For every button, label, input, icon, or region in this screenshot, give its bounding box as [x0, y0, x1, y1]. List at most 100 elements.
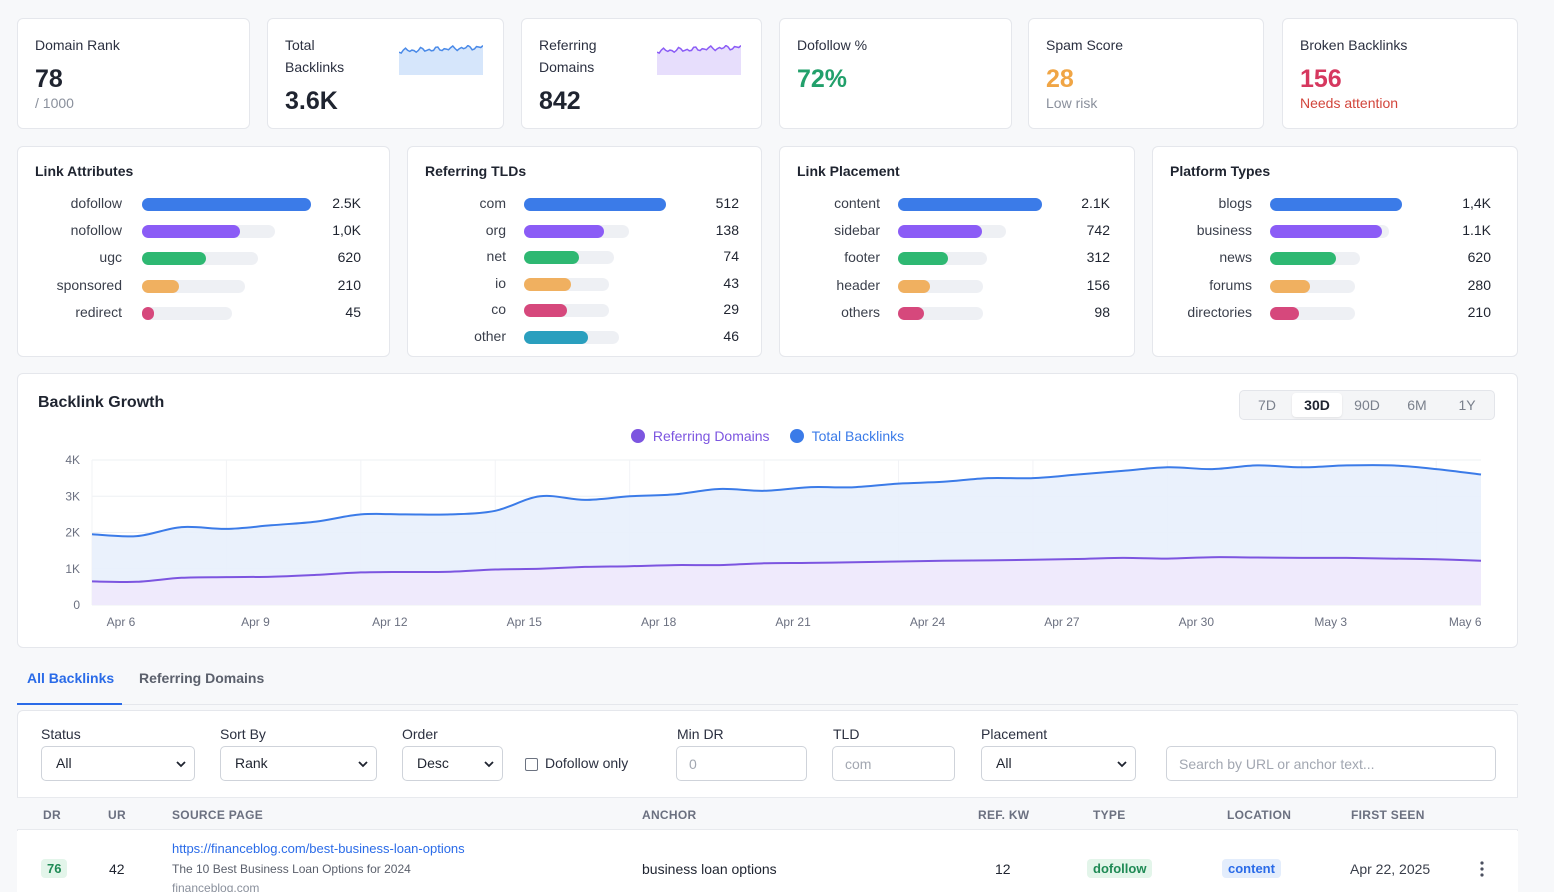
dofollow-percent-value: 72% [797, 65, 848, 93]
chevron-down-icon [484, 761, 494, 768]
domain-rank-label: Domain Rank [35, 37, 120, 53]
col-ref-kw[interactable]: REF. KW [978, 808, 1030, 822]
distribution-label: co [491, 301, 506, 318]
distribution-value: 43 [723, 274, 739, 291]
distribution-label: other [474, 328, 506, 344]
link-attributes-card: Link Attributes dofollow 2.5K nofollow 1,0K u… [17, 146, 390, 357]
min-dr-label: Min DR [677, 726, 724, 742]
distribution-label: ugc [99, 249, 122, 266]
distribution-row: nofollow 1,0K [18, 221, 389, 241]
dofollow-only-label[interactable]: Dofollow only [545, 755, 629, 771]
location-badge: content [1222, 859, 1281, 878]
col-ur[interactable]: UR [108, 808, 126, 822]
referring-domains-value: 842 [539, 87, 581, 115]
y-tick-label: 3K [65, 489, 80, 503]
x-tick-label: May 6 [1449, 615, 1482, 629]
distribution-bar-track [524, 251, 615, 265]
distribution-bar-track [142, 306, 232, 320]
distribution-bar-fill [524, 251, 580, 265]
range-button-7d[interactable]: 7D [1258, 397, 1276, 413]
col-first-seen[interactable]: FIRST SEEN [1351, 808, 1425, 822]
tld-input[interactable] [832, 746, 955, 781]
distribution-label: directories [1187, 303, 1252, 320]
range-button-90d[interactable]: 90D [1354, 397, 1380, 413]
y-tick-label: 4K [65, 453, 80, 467]
referring-tlds-card: Referring TLDs com 512 org 138 net 74 io 43 co 29 o… [407, 146, 762, 357]
range-button-6m[interactable]: 6M [1407, 397, 1427, 413]
x-tick-label: Apr 24 [910, 615, 946, 629]
distribution-row: business 1.1K [1153, 221, 1517, 241]
distribution-value: 210 [337, 276, 361, 293]
range-button-30d[interactable]: 30D [1292, 393, 1342, 417]
distribution-bar-fill [524, 224, 604, 238]
distribution-value: 1.1K [1462, 222, 1491, 239]
distribution-bar-track [142, 279, 245, 293]
distribution-bar-track [1270, 279, 1355, 293]
distribution-bar-track [524, 198, 666, 211]
order-select[interactable]: Desc [402, 746, 503, 781]
referring-domains-card: Referring Domains 842 [521, 18, 762, 129]
distribution-label: sidebar [834, 222, 880, 239]
sort-by-select[interactable]: Rank [220, 746, 377, 781]
legend-item[interactable]: Referring Domains [630, 428, 770, 444]
tab-referring-domains[interactable]: Referring Domains [139, 670, 265, 686]
series-area-referring-domains [92, 557, 1481, 605]
distribution-row: footer 312 [780, 248, 1134, 268]
col-type[interactable]: TYPE [1093, 808, 1126, 822]
chevron-down-icon [358, 761, 368, 768]
range-selector: 7D 30D 90D 6M 1Y [1239, 390, 1495, 420]
legend-item[interactable]: Total Backlinks [789, 428, 904, 444]
y-tick-label: 2K [65, 526, 80, 540]
distribution-value: 2.5K [332, 195, 361, 211]
sort-by-value: Rank [235, 755, 268, 771]
distribution-label: nofollow [70, 222, 122, 239]
x-tick-label: Apr 9 [241, 615, 270, 629]
range-button-1y[interactable]: 1Y [1458, 397, 1476, 413]
backlink-growth-card: Backlink Growth 7D 30D 90D 6M 1Y Referring D… [17, 373, 1518, 648]
distribution-bar-track [898, 225, 1007, 239]
col-dr[interactable]: DR [43, 808, 61, 822]
distribution-row: sponsored 210 [18, 276, 389, 296]
more-options-icon[interactable] [1479, 861, 1485, 877]
spam-score-label: Spam Score [1046, 37, 1124, 53]
col-location[interactable]: LOCATION [1227, 808, 1292, 822]
status-filter-label: Status [41, 726, 81, 742]
tab-all-backlinks[interactable]: All Backlinks [17, 670, 123, 705]
distribution-bar-fill [898, 198, 1042, 211]
anchor-text: business loan options [642, 861, 777, 877]
col-anchor[interactable]: ANCHOR [642, 808, 697, 822]
y-tick-label: 1K [65, 562, 80, 576]
distribution-row: co 29 [408, 300, 761, 320]
series-area-total-backlinks [92, 465, 1481, 605]
ref-kw-value: 12 [995, 861, 1011, 877]
status-select[interactable]: All [41, 746, 195, 781]
distribution-row: blogs 1,4K [1153, 194, 1517, 214]
distribution-bar-fill [524, 304, 567, 318]
min-dr-input[interactable] [676, 746, 807, 781]
source-page-link[interactable]: https://financeblog.com/best-business-lo… [172, 841, 465, 856]
broken-backlinks-card: Broken Backlinks 156 Needs attention [1282, 18, 1518, 129]
x-tick-label: Apr 21 [775, 615, 811, 629]
distribution-bar-fill [1270, 198, 1402, 211]
x-tick-label: Apr 12 [372, 615, 408, 629]
distribution-row: redirect 45 [18, 303, 389, 323]
distribution-label: business [1196, 222, 1252, 239]
distribution-value: 45 [345, 303, 361, 320]
distribution-bar-track [142, 252, 259, 266]
distribution-bar-fill [898, 252, 949, 266]
distribution-label: header [836, 276, 880, 293]
distribution-value: 46 [723, 328, 739, 344]
search-input[interactable] [1166, 746, 1496, 781]
spam-score-subtext: Low risk [1046, 95, 1098, 111]
distribution-bar-track [1270, 198, 1402, 211]
distribution-bar-track [898, 252, 987, 266]
distribution-row: dofollow 2.5K [18, 194, 389, 214]
table-row[interactable]: 76 42 https://financeblog.com/best-busin… [17, 831, 1518, 892]
distribution-value: 138 [715, 221, 739, 238]
col-source-page[interactable]: SOURCE PAGE [172, 808, 264, 822]
placement-select[interactable]: All [981, 746, 1136, 781]
source-page-title: The 10 Best Business Loan Options for 20… [172, 862, 411, 876]
dofollow-only-checkbox[interactable] [525, 758, 538, 771]
y-tick-label: 0 [73, 598, 80, 612]
distribution-value: 742 [1086, 222, 1110, 239]
